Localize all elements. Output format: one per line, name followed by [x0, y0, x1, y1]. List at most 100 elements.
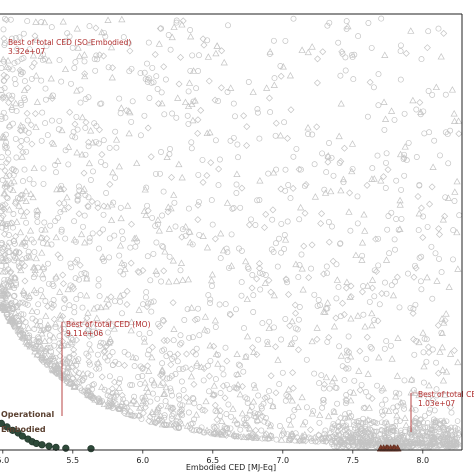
design-point [182, 364, 189, 371]
design-point [70, 346, 78, 354]
design-point [321, 189, 330, 196]
design-point [160, 188, 167, 195]
design-point [41, 265, 48, 272]
design-point [28, 75, 35, 82]
design-point [0, 294, 6, 301]
design-point [286, 71, 294, 79]
design-point [278, 249, 285, 256]
design-point [213, 407, 221, 414]
legend-entry: Operational [1, 410, 54, 419]
design-point [282, 316, 289, 322]
design-point [397, 76, 404, 83]
design-point [124, 202, 132, 209]
design-point [377, 177, 385, 184]
design-point [15, 326, 23, 334]
design-point [359, 252, 366, 259]
design-point [333, 261, 340, 268]
design-point [38, 137, 45, 144]
design-point [250, 309, 257, 315]
design-point [250, 292, 257, 299]
design-point [265, 276, 273, 284]
design-point [147, 153, 155, 161]
design-point [96, 51, 104, 59]
design-point [29, 193, 37, 201]
design-point [445, 283, 453, 290]
design-point [397, 418, 403, 424]
design-point [238, 279, 245, 286]
design-point [87, 393, 94, 400]
design-point [165, 225, 173, 232]
design-point [144, 60, 150, 67]
design-point [31, 270, 39, 277]
design-point [98, 158, 104, 165]
design-point [9, 92, 16, 99]
design-point [414, 192, 422, 200]
design-point [92, 67, 99, 74]
design-point [396, 201, 404, 208]
design-point [2, 159, 10, 167]
design-point [89, 331, 96, 338]
design-point [39, 109, 46, 116]
design-point [139, 409, 147, 417]
design-point [123, 404, 131, 412]
design-point [455, 130, 463, 138]
design-point [94, 204, 102, 212]
design-point [339, 175, 348, 183]
design-point [1, 183, 9, 191]
design-point [3, 144, 10, 151]
design-point [277, 63, 284, 69]
design-point [335, 39, 342, 46]
design-point [188, 139, 195, 146]
design-point [222, 344, 229, 351]
design-point [425, 88, 432, 94]
design-point [407, 27, 415, 34]
design-point [4, 276, 11, 283]
design-point [308, 337, 316, 345]
design-point [86, 39, 94, 46]
design-point [224, 89, 231, 95]
design-point [296, 304, 303, 310]
design-point [165, 277, 173, 285]
design-point [30, 59, 38, 67]
design-point [344, 357, 351, 363]
design-point [219, 246, 228, 254]
design-point [38, 19, 45, 26]
design-point [80, 223, 86, 230]
design-point [79, 370, 87, 377]
design-point [73, 148, 81, 156]
design-point [396, 196, 404, 204]
design-point [1, 58, 8, 65]
design-point [454, 426, 461, 432]
design-point [335, 284, 342, 291]
design-point [110, 325, 118, 332]
design-point [256, 177, 264, 184]
design-point [160, 337, 168, 345]
design-point [454, 418, 461, 424]
design-point [95, 276, 102, 283]
design-point [41, 56, 48, 62]
design-point [243, 123, 251, 131]
design-point [77, 385, 84, 392]
design-point [7, 16, 14, 23]
design-point [300, 242, 308, 250]
design-point [333, 276, 341, 283]
design-point [160, 390, 168, 398]
design-point [401, 405, 408, 412]
design-point [360, 210, 368, 218]
design-point [417, 424, 423, 431]
design-point [125, 107, 133, 114]
design-point [45, 260, 51, 267]
design-point [72, 134, 79, 141]
design-point [82, 118, 90, 126]
design-point [169, 256, 177, 264]
design-point [250, 348, 258, 355]
design-point [451, 188, 459, 195]
design-point [141, 112, 148, 119]
design-point [387, 429, 394, 435]
design-point [91, 56, 98, 62]
design-point [171, 420, 179, 428]
design-point [365, 20, 372, 26]
design-point [238, 409, 247, 417]
design-point [0, 240, 5, 247]
design-point [179, 365, 186, 372]
